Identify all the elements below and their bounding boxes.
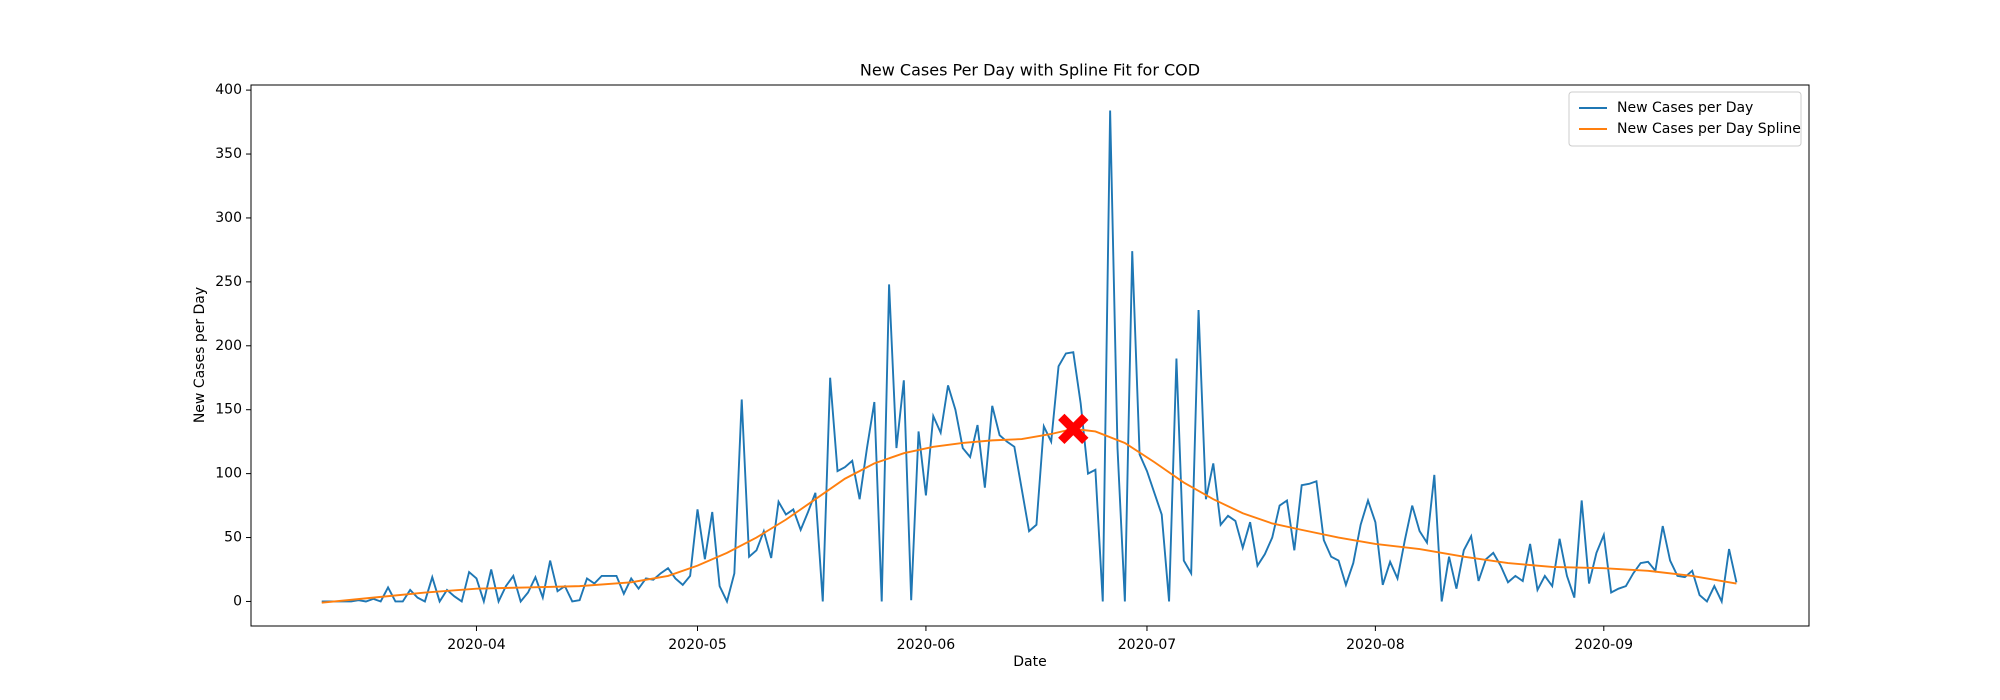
y-tick-label: 350 [215, 146, 242, 162]
y-tick-label: 250 [215, 274, 242, 290]
chart-title: New Cases Per Day with Spline Fit for CO… [860, 61, 1200, 80]
data-line [321, 110, 1738, 606]
y-tick-label: 200 [215, 338, 242, 354]
legend-label: New Cases per Day Spline [1617, 121, 1801, 137]
y-tick-label: 50 [224, 530, 242, 546]
data-line [321, 427, 1737, 604]
x-tick-label: 2020-05 [668, 637, 727, 653]
x-tick-label: 2020-04 [447, 637, 506, 653]
x-tick-label: 2020-07 [1118, 637, 1177, 653]
plot-frame [250, 84, 1810, 627]
y-tick-label: 150 [215, 402, 242, 418]
y-tick-label: 400 [215, 82, 242, 98]
x-axis-label: Date [1013, 654, 1046, 670]
legend-label: New Cases per Day [1617, 100, 1753, 116]
y-axis-label: New Cases per Day [192, 287, 208, 423]
y-tick-label: 300 [215, 210, 242, 226]
peak-marker [1058, 413, 1089, 445]
x-tick-label: 2020-09 [1575, 637, 1634, 653]
x-tick-label: 2020-06 [897, 637, 956, 653]
legend-box [1568, 91, 1802, 147]
y-tick-label: 0 [233, 593, 242, 609]
y-tick-label: 100 [215, 466, 242, 482]
x-tick-label: 2020-08 [1346, 637, 1405, 653]
